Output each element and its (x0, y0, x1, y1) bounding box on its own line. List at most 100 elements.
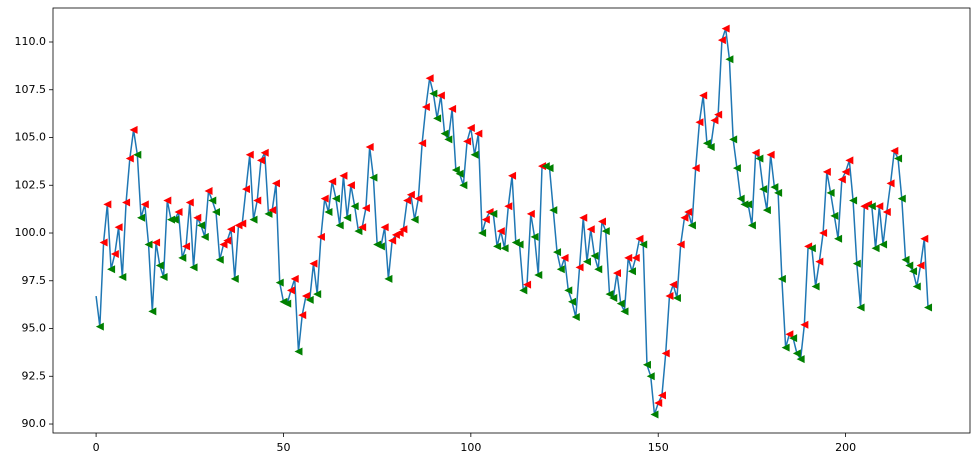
signal-marker (627, 267, 636, 276)
signal-marker (245, 150, 254, 159)
signal-marker (912, 282, 921, 291)
x-tick-label: 50 (276, 441, 290, 454)
signal-marker (215, 255, 224, 264)
signal-marker (609, 293, 618, 302)
signal-marker (118, 272, 127, 281)
signal-marker (122, 198, 131, 207)
signal-marker (309, 259, 318, 268)
signal-marker (204, 186, 213, 195)
signal-marker (834, 234, 843, 243)
signal-marker (478, 229, 487, 238)
signal-marker (197, 221, 206, 230)
signal-marker (777, 274, 786, 283)
signal-marker (474, 129, 483, 138)
signal-marker (687, 221, 696, 230)
signal-marker (230, 274, 239, 283)
signal-marker (463, 137, 472, 146)
signal-marker (286, 286, 295, 295)
signal-marker (901, 255, 910, 264)
signal-marker (676, 240, 685, 249)
signal-marker (410, 215, 419, 224)
signal-marker (365, 143, 374, 152)
signal-marker (200, 232, 209, 241)
signal-marker (324, 208, 333, 216)
signal-marker (182, 242, 191, 251)
signal-marker (212, 208, 221, 216)
signal-marker (837, 175, 846, 184)
signal-marker (575, 263, 584, 272)
signal-marker (440, 129, 449, 138)
signal-marker (227, 225, 236, 234)
signal-marker (331, 194, 340, 203)
signal-marker (260, 148, 269, 157)
signal-marker (133, 150, 142, 159)
signal-marker (620, 307, 629, 316)
signal-marker (631, 253, 640, 262)
signal-marker (882, 208, 891, 216)
signal-marker (549, 206, 558, 215)
y-tick-label: 90.0 (22, 417, 47, 430)
signal-marker (736, 194, 745, 203)
signal-marker (174, 208, 183, 216)
signal-marker (811, 282, 820, 291)
x-tick-label: 0 (93, 441, 100, 454)
signal-marker (129, 125, 138, 134)
signal-marker (665, 292, 674, 301)
signal-marker (253, 196, 262, 205)
signal-marker (556, 265, 565, 274)
y-tick-label: 107.5 (15, 83, 47, 96)
signal-marker (755, 154, 764, 163)
signal-marker (421, 102, 430, 111)
signal-marker (354, 227, 363, 236)
signal-marker (822, 167, 831, 176)
signal-marker (320, 194, 329, 203)
y-tick-label: 105.0 (15, 131, 47, 144)
signal-marker (564, 286, 573, 295)
y-tick-label: 102.5 (15, 178, 47, 191)
signal-marker (125, 154, 134, 163)
signal-marker (470, 150, 479, 159)
signal-marker (140, 200, 149, 209)
signal-marker (815, 257, 824, 266)
signal-marker (508, 171, 517, 180)
signal-marker (328, 177, 337, 186)
signal-marker (747, 221, 756, 230)
signal-marker (680, 213, 689, 222)
signal-marker (99, 238, 108, 247)
signal-marker (796, 355, 805, 364)
signal-marker (361, 204, 370, 213)
signal-marker (669, 280, 678, 289)
signal-marker (455, 169, 464, 178)
signal-marker (725, 55, 734, 64)
signal-marker (249, 215, 258, 224)
y-tick-label: 100.0 (15, 226, 47, 239)
signal-marker (710, 116, 719, 125)
signal-marker (714, 110, 723, 119)
signal-marker (418, 139, 427, 148)
signal-marker (875, 202, 884, 211)
signal-marker (298, 311, 307, 320)
signal-marker (886, 179, 895, 188)
signal-marker (605, 290, 614, 299)
signal-marker (916, 261, 925, 270)
signal-marker (388, 236, 397, 245)
signal-marker (433, 114, 442, 123)
signal-marker (729, 135, 738, 144)
signal-marker (770, 183, 779, 192)
y-tick-label: 92.5 (22, 369, 47, 382)
signal-marker (290, 274, 299, 283)
signal-marker (624, 253, 633, 262)
signal-marker (530, 232, 539, 241)
signal-marker (406, 190, 415, 199)
signal-marker (358, 223, 367, 232)
signal-marker (493, 242, 502, 251)
signal-marker (500, 244, 509, 253)
signal-marker (774, 188, 783, 197)
signal-marker (789, 334, 798, 343)
signal-marker (380, 223, 389, 232)
x-tick-label: 200 (835, 441, 856, 454)
signal-marker (271, 179, 280, 188)
signal-marker (759, 185, 768, 194)
signal-marker (305, 295, 314, 304)
signal-marker (879, 240, 888, 249)
